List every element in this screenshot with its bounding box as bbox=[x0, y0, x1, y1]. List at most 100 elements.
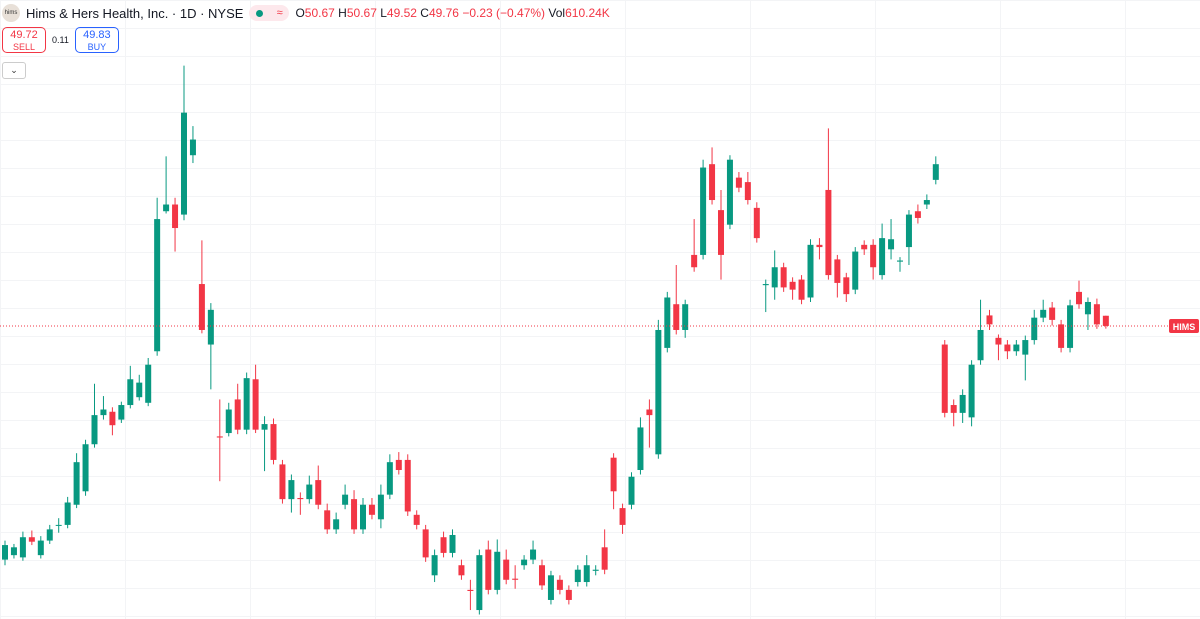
candle-body bbox=[726, 159, 733, 225]
candle-body bbox=[82, 444, 89, 492]
value: 49.52 bbox=[386, 6, 417, 20]
candle-body bbox=[279, 464, 286, 500]
candle-body bbox=[547, 575, 554, 600]
candle-body bbox=[485, 549, 492, 590]
candle-body bbox=[521, 559, 528, 566]
candle-body bbox=[870, 244, 877, 268]
candle-body bbox=[404, 459, 411, 512]
candle-body bbox=[189, 139, 196, 156]
candle-body bbox=[574, 569, 581, 583]
candle-body bbox=[1049, 307, 1056, 320]
candle-body bbox=[216, 436, 223, 438]
candle-body bbox=[691, 254, 698, 268]
candle-body bbox=[628, 476, 635, 505]
candle-body bbox=[1004, 344, 1011, 352]
candle-body bbox=[360, 504, 366, 530]
candle-body bbox=[2, 545, 8, 560]
candle-body bbox=[709, 164, 716, 201]
label: L bbox=[380, 6, 387, 20]
candle-body bbox=[843, 277, 850, 295]
candle-body bbox=[977, 329, 984, 361]
candle-body bbox=[825, 189, 832, 276]
candle-body bbox=[1076, 291, 1082, 305]
symbol[interactable]: Hims & Hers Health, Inc. · 1D · NYSE bbox=[26, 5, 244, 21]
candle-body bbox=[583, 565, 590, 583]
candle-body bbox=[181, 112, 187, 215]
price-tag-label: HIMS bbox=[1173, 322, 1196, 332]
value: 50.67 bbox=[346, 6, 377, 20]
candle-body bbox=[458, 565, 465, 576]
candle-body bbox=[700, 167, 707, 255]
candle-body bbox=[154, 219, 161, 352]
candle-body bbox=[1093, 304, 1100, 325]
status[interactable]: ≈ bbox=[249, 5, 290, 21]
candle-body bbox=[1022, 340, 1029, 355]
candle-body bbox=[798, 279, 805, 300]
candle-body bbox=[735, 177, 742, 188]
label: Vol bbox=[548, 6, 566, 20]
header: hims Hims & Hers Health, Inc. · 1D · NYS… bbox=[2, 4, 610, 22]
candle-body bbox=[207, 309, 214, 345]
candle-body bbox=[1102, 315, 1109, 326]
candle-body bbox=[19, 537, 26, 558]
candle-body bbox=[923, 200, 930, 205]
candle-body bbox=[476, 555, 483, 611]
candle-body bbox=[28, 537, 35, 542]
candle-body bbox=[64, 502, 71, 525]
candle-body bbox=[494, 551, 501, 590]
candle-body bbox=[565, 589, 572, 600]
candle-body bbox=[914, 211, 921, 218]
candle-body bbox=[377, 494, 384, 520]
candle-body bbox=[109, 411, 116, 426]
buy-button[interactable]: 49.83 BUY bbox=[74, 27, 119, 53]
collapse-button[interactable]: ⌄ bbox=[2, 62, 26, 79]
candle-body bbox=[959, 394, 966, 413]
candle-body bbox=[646, 409, 653, 416]
candle-body bbox=[861, 244, 868, 250]
sell-button[interactable]: 49.72 SELL bbox=[2, 27, 46, 53]
label: SELL bbox=[12, 42, 36, 52]
value: 50.67 bbox=[304, 6, 335, 20]
candle-body bbox=[539, 565, 545, 586]
candle-body bbox=[1058, 324, 1065, 348]
candle-body bbox=[995, 337, 1002, 345]
candle-body bbox=[1084, 301, 1091, 315]
candle-body bbox=[968, 364, 975, 418]
spread: 0.11 bbox=[52, 35, 69, 45]
candle-body bbox=[762, 284, 769, 286]
candle-body bbox=[440, 537, 447, 553]
candle-body bbox=[172, 204, 179, 229]
candle-body bbox=[834, 259, 841, 283]
candle-body bbox=[261, 424, 268, 430]
candle-body bbox=[879, 238, 886, 276]
candle-body bbox=[1067, 305, 1074, 348]
trade-panel: 49.72 SELL 0.11 49.83 BUY bbox=[2, 27, 119, 53]
candle-body bbox=[37, 540, 44, 556]
candle-body bbox=[100, 409, 107, 416]
candle-body bbox=[780, 267, 787, 288]
candle-body bbox=[664, 297, 671, 348]
candle-body bbox=[91, 415, 98, 445]
logo: hims bbox=[2, 4, 20, 22]
candle-body bbox=[413, 514, 420, 525]
candle-body bbox=[368, 504, 375, 515]
candle-body bbox=[198, 284, 205, 330]
candle-body bbox=[136, 382, 143, 398]
candle-body bbox=[306, 484, 313, 500]
candle-body bbox=[601, 547, 608, 570]
candle-body bbox=[718, 210, 724, 255]
candle-body bbox=[619, 508, 626, 525]
candle-body bbox=[816, 244, 823, 248]
candle-body bbox=[986, 315, 993, 325]
candle-body bbox=[243, 378, 250, 430]
price: 49.72 bbox=[10, 29, 38, 41]
candle-body bbox=[941, 344, 948, 413]
candle-body bbox=[351, 499, 358, 530]
candle-body bbox=[592, 569, 599, 571]
candle-body bbox=[932, 164, 939, 180]
price-tag bbox=[1169, 318, 1199, 333]
candle-body bbox=[315, 480, 322, 505]
candle-body bbox=[771, 267, 778, 288]
candle-body bbox=[852, 251, 859, 290]
candle-body bbox=[10, 547, 17, 556]
